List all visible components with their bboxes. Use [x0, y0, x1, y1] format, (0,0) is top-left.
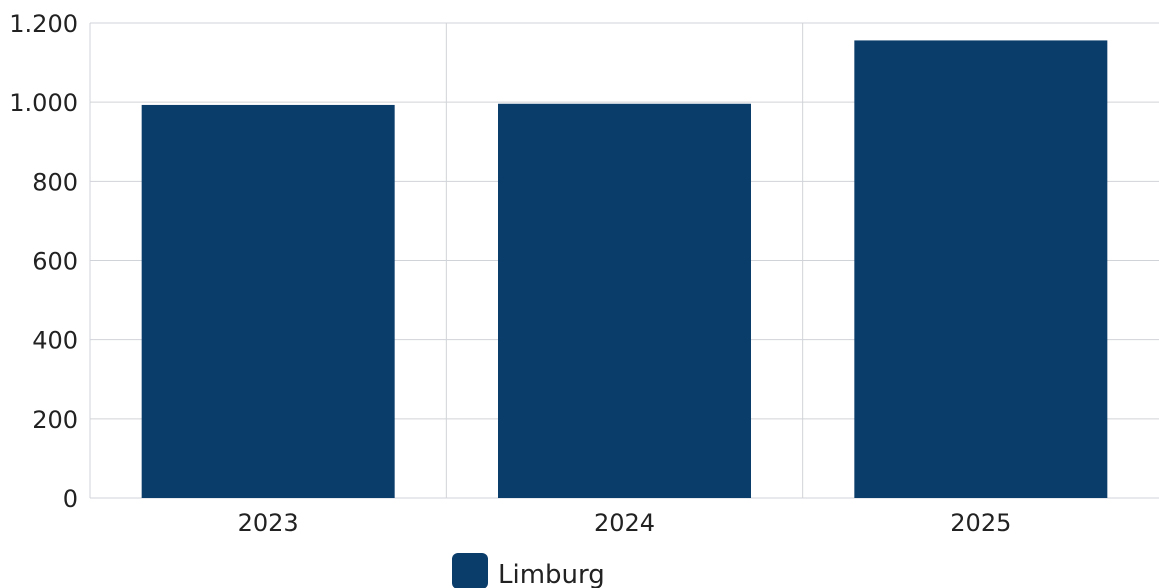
y-tick-label: 800 [32, 168, 78, 196]
y-tick-label: 200 [32, 406, 78, 434]
x-tick-label: 2023 [238, 509, 299, 537]
legend[interactable]: Limburg [452, 553, 605, 588]
bars [141, 40, 1108, 499]
bar-2025[interactable] [854, 40, 1108, 499]
x-tick-label: 2025 [950, 509, 1011, 537]
y-tick-label: 1.000 [9, 89, 78, 117]
x-tick-label: 2024 [594, 509, 655, 537]
legend-label-limburg: Limburg [498, 560, 605, 588]
y-tick-label: 0 [63, 485, 78, 513]
y-axis-ticks: 0 200 400 600 800 1.000 1.200 [9, 10, 78, 513]
bar-2023[interactable] [141, 104, 395, 498]
y-tick-label: 400 [32, 327, 78, 355]
legend-swatch [452, 553, 488, 588]
x-axis-ticks: 2023 2024 2025 [238, 509, 1012, 537]
bar-2024[interactable] [498, 103, 751, 498]
y-tick-label: 600 [32, 248, 78, 276]
y-tick-label: 1.200 [9, 10, 78, 38]
